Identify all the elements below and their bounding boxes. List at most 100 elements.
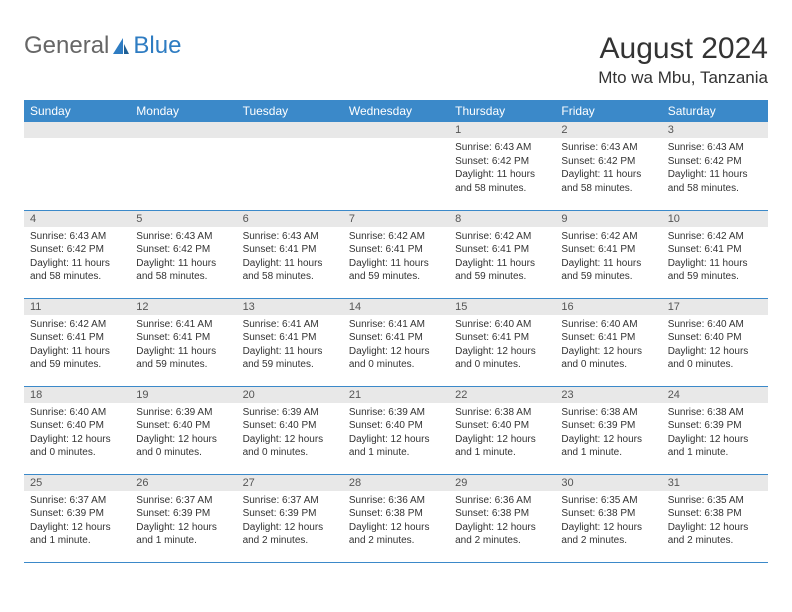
- weekday-header: Tuesday: [237, 100, 343, 122]
- day-number: 14: [343, 299, 449, 315]
- weekday-header: Saturday: [662, 100, 768, 122]
- day-details: Sunrise: 6:39 AMSunset: 6:40 PMDaylight:…: [343, 403, 449, 464]
- day-details: Sunrise: 6:36 AMSunset: 6:38 PMDaylight:…: [449, 491, 555, 552]
- day-details: Sunrise: 6:40 AMSunset: 6:40 PMDaylight:…: [24, 403, 130, 464]
- day-number: 24: [662, 387, 768, 403]
- calendar-day-cell: 30Sunrise: 6:35 AMSunset: 6:38 PMDayligh…: [555, 474, 661, 562]
- day-number: 8: [449, 211, 555, 227]
- day-details: Sunrise: 6:40 AMSunset: 6:41 PMDaylight:…: [449, 315, 555, 376]
- day-details: Sunrise: 6:42 AMSunset: 6:41 PMDaylight:…: [343, 227, 449, 288]
- calendar-day-cell: 14Sunrise: 6:41 AMSunset: 6:41 PMDayligh…: [343, 298, 449, 386]
- weekday-header: Monday: [130, 100, 236, 122]
- day-details: Sunrise: 6:43 AMSunset: 6:41 PMDaylight:…: [237, 227, 343, 288]
- day-details: Sunrise: 6:35 AMSunset: 6:38 PMDaylight:…: [555, 491, 661, 552]
- calendar-day-cell: 4Sunrise: 6:43 AMSunset: 6:42 PMDaylight…: [24, 210, 130, 298]
- calendar-day-cell: 9Sunrise: 6:42 AMSunset: 6:41 PMDaylight…: [555, 210, 661, 298]
- day-number: 2: [555, 122, 661, 138]
- calendar-day-cell: [237, 122, 343, 210]
- day-details: Sunrise: 6:43 AMSunset: 6:42 PMDaylight:…: [662, 138, 768, 199]
- day-number: 27: [237, 475, 343, 491]
- day-number-empty: [24, 122, 130, 138]
- day-number: 18: [24, 387, 130, 403]
- day-number: 20: [237, 387, 343, 403]
- calendar-day-cell: 22Sunrise: 6:38 AMSunset: 6:40 PMDayligh…: [449, 386, 555, 474]
- brand-logo: General Blue: [24, 32, 181, 60]
- calendar-day-cell: 31Sunrise: 6:35 AMSunset: 6:38 PMDayligh…: [662, 474, 768, 562]
- calendar-day-cell: 19Sunrise: 6:39 AMSunset: 6:40 PMDayligh…: [130, 386, 236, 474]
- calendar-table: SundayMondayTuesdayWednesdayThursdayFrid…: [24, 100, 768, 563]
- calendar-page: General Blue August 2024 Mto wa Mbu, Tan…: [0, 0, 792, 579]
- day-details: Sunrise: 6:43 AMSunset: 6:42 PMDaylight:…: [24, 227, 130, 288]
- calendar-header-row: SundayMondayTuesdayWednesdayThursdayFrid…: [24, 100, 768, 122]
- calendar-day-cell: 16Sunrise: 6:40 AMSunset: 6:41 PMDayligh…: [555, 298, 661, 386]
- calendar-day-cell: 24Sunrise: 6:38 AMSunset: 6:39 PMDayligh…: [662, 386, 768, 474]
- calendar-day-cell: 23Sunrise: 6:38 AMSunset: 6:39 PMDayligh…: [555, 386, 661, 474]
- day-number-empty: [343, 122, 449, 138]
- day-number: 16: [555, 299, 661, 315]
- day-number: 22: [449, 387, 555, 403]
- day-number: 9: [555, 211, 661, 227]
- calendar-day-cell: 13Sunrise: 6:41 AMSunset: 6:41 PMDayligh…: [237, 298, 343, 386]
- day-number: 7: [343, 211, 449, 227]
- calendar-day-cell: 17Sunrise: 6:40 AMSunset: 6:40 PMDayligh…: [662, 298, 768, 386]
- day-details: Sunrise: 6:37 AMSunset: 6:39 PMDaylight:…: [237, 491, 343, 552]
- day-number: 5: [130, 211, 236, 227]
- day-number-empty: [237, 122, 343, 138]
- day-number: 31: [662, 475, 768, 491]
- calendar-day-cell: 21Sunrise: 6:39 AMSunset: 6:40 PMDayligh…: [343, 386, 449, 474]
- calendar-day-cell: [343, 122, 449, 210]
- calendar-week-row: 11Sunrise: 6:42 AMSunset: 6:41 PMDayligh…: [24, 298, 768, 386]
- day-number: 17: [662, 299, 768, 315]
- day-number: 29: [449, 475, 555, 491]
- day-details: Sunrise: 6:36 AMSunset: 6:38 PMDaylight:…: [343, 491, 449, 552]
- day-number: 12: [130, 299, 236, 315]
- month-title: August 2024: [598, 32, 768, 66]
- calendar-day-cell: 29Sunrise: 6:36 AMSunset: 6:38 PMDayligh…: [449, 474, 555, 562]
- calendar-day-cell: 3Sunrise: 6:43 AMSunset: 6:42 PMDaylight…: [662, 122, 768, 210]
- page-header: General Blue August 2024 Mto wa Mbu, Tan…: [24, 32, 768, 88]
- day-number: 23: [555, 387, 661, 403]
- day-details: Sunrise: 6:42 AMSunset: 6:41 PMDaylight:…: [662, 227, 768, 288]
- day-details: Sunrise: 6:41 AMSunset: 6:41 PMDaylight:…: [343, 315, 449, 376]
- calendar-day-cell: 20Sunrise: 6:39 AMSunset: 6:40 PMDayligh…: [237, 386, 343, 474]
- calendar-day-cell: [24, 122, 130, 210]
- day-number: 26: [130, 475, 236, 491]
- calendar-day-cell: [130, 122, 236, 210]
- day-number: 28: [343, 475, 449, 491]
- day-details: Sunrise: 6:43 AMSunset: 6:42 PMDaylight:…: [555, 138, 661, 199]
- day-number: 21: [343, 387, 449, 403]
- sail-icon: [111, 36, 131, 56]
- brand-text-1: General: [24, 32, 109, 60]
- day-details: Sunrise: 6:41 AMSunset: 6:41 PMDaylight:…: [237, 315, 343, 376]
- calendar-week-row: 4Sunrise: 6:43 AMSunset: 6:42 PMDaylight…: [24, 210, 768, 298]
- day-details: Sunrise: 6:42 AMSunset: 6:41 PMDaylight:…: [555, 227, 661, 288]
- day-number: 4: [24, 211, 130, 227]
- brand-text-2: Blue: [133, 32, 181, 60]
- calendar-week-row: 18Sunrise: 6:40 AMSunset: 6:40 PMDayligh…: [24, 386, 768, 474]
- weekday-header: Friday: [555, 100, 661, 122]
- day-details: Sunrise: 6:40 AMSunset: 6:41 PMDaylight:…: [555, 315, 661, 376]
- day-number: 11: [24, 299, 130, 315]
- day-details: Sunrise: 6:42 AMSunset: 6:41 PMDaylight:…: [449, 227, 555, 288]
- day-number: 13: [237, 299, 343, 315]
- day-details: Sunrise: 6:35 AMSunset: 6:38 PMDaylight:…: [662, 491, 768, 552]
- day-details: Sunrise: 6:38 AMSunset: 6:40 PMDaylight:…: [449, 403, 555, 464]
- day-number-empty: [130, 122, 236, 138]
- day-details: Sunrise: 6:37 AMSunset: 6:39 PMDaylight:…: [24, 491, 130, 552]
- weekday-header: Sunday: [24, 100, 130, 122]
- day-details: Sunrise: 6:38 AMSunset: 6:39 PMDaylight:…: [662, 403, 768, 464]
- day-number: 3: [662, 122, 768, 138]
- calendar-week-row: 1Sunrise: 6:43 AMSunset: 6:42 PMDaylight…: [24, 122, 768, 210]
- day-number: 10: [662, 211, 768, 227]
- calendar-day-cell: 10Sunrise: 6:42 AMSunset: 6:41 PMDayligh…: [662, 210, 768, 298]
- day-details: Sunrise: 6:38 AMSunset: 6:39 PMDaylight:…: [555, 403, 661, 464]
- weekday-header: Thursday: [449, 100, 555, 122]
- calendar-day-cell: 11Sunrise: 6:42 AMSunset: 6:41 PMDayligh…: [24, 298, 130, 386]
- day-details: Sunrise: 6:43 AMSunset: 6:42 PMDaylight:…: [449, 138, 555, 199]
- day-number: 6: [237, 211, 343, 227]
- calendar-week-row: 25Sunrise: 6:37 AMSunset: 6:39 PMDayligh…: [24, 474, 768, 562]
- day-details: Sunrise: 6:37 AMSunset: 6:39 PMDaylight:…: [130, 491, 236, 552]
- day-number: 25: [24, 475, 130, 491]
- day-details: Sunrise: 6:43 AMSunset: 6:42 PMDaylight:…: [130, 227, 236, 288]
- calendar-day-cell: 6Sunrise: 6:43 AMSunset: 6:41 PMDaylight…: [237, 210, 343, 298]
